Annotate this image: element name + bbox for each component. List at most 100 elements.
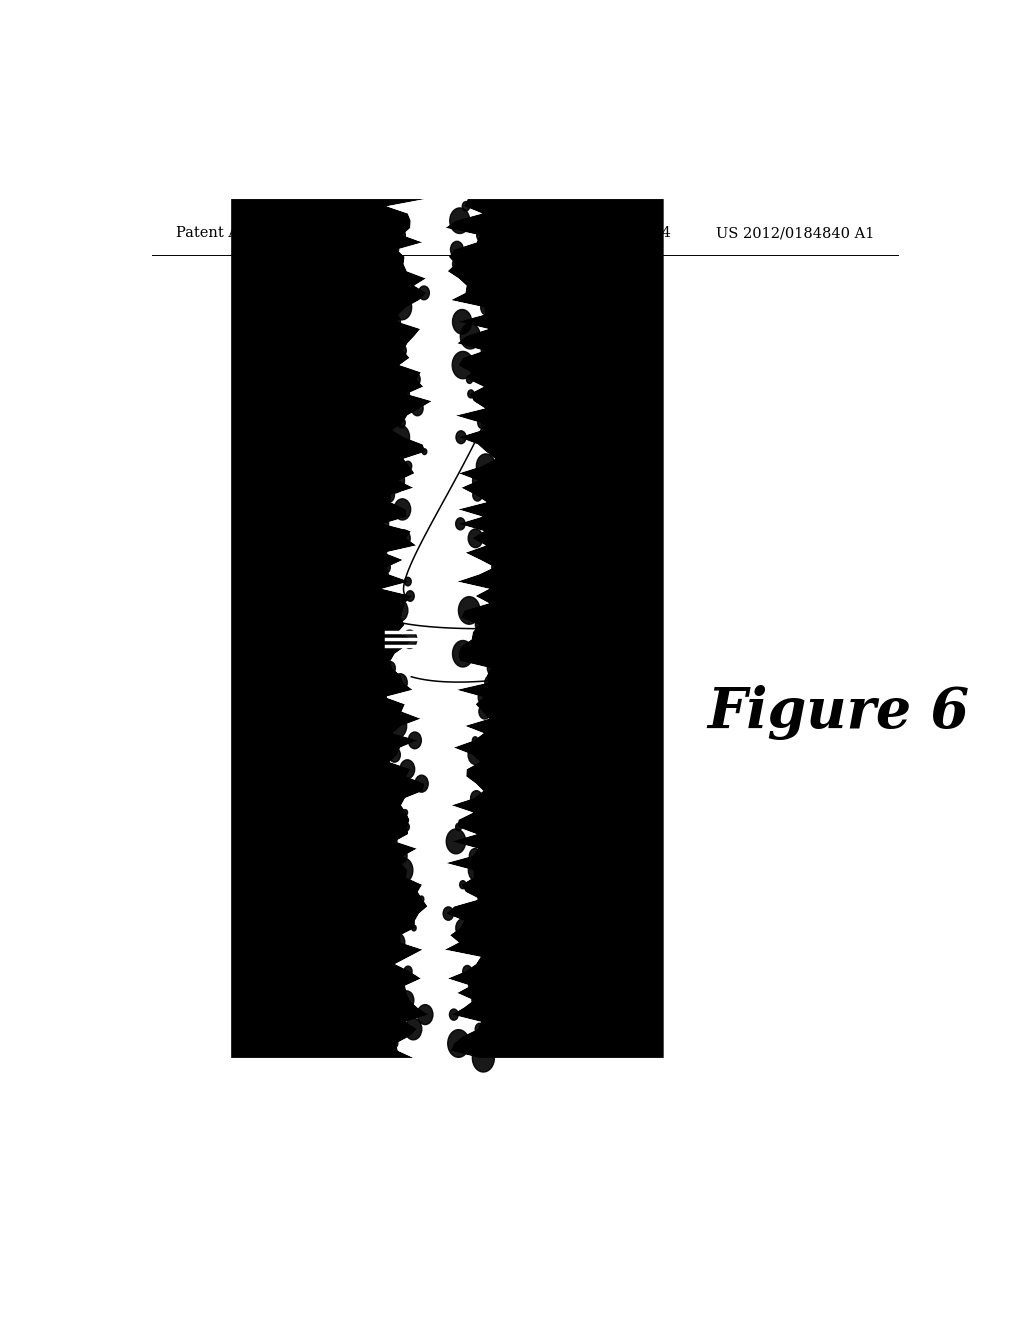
Circle shape [450, 1008, 458, 1020]
Circle shape [456, 919, 470, 937]
Circle shape [451, 242, 464, 257]
Circle shape [393, 858, 413, 883]
Circle shape [406, 591, 415, 602]
Circle shape [472, 737, 478, 744]
Circle shape [492, 561, 501, 573]
Circle shape [388, 714, 407, 738]
Circle shape [399, 991, 414, 1010]
Circle shape [478, 417, 487, 429]
Circle shape [404, 577, 412, 586]
Circle shape [383, 487, 394, 503]
Circle shape [412, 401, 423, 416]
Circle shape [484, 676, 496, 690]
Circle shape [395, 228, 406, 242]
Circle shape [487, 661, 499, 676]
Circle shape [471, 791, 482, 805]
Circle shape [418, 1005, 433, 1024]
Text: 61: 61 [541, 279, 560, 293]
Circle shape [419, 286, 429, 300]
Circle shape [390, 837, 397, 846]
Circle shape [447, 1030, 469, 1057]
Circle shape [397, 529, 411, 546]
Circle shape [473, 469, 492, 492]
Circle shape [478, 895, 483, 903]
Circle shape [473, 488, 482, 502]
Circle shape [476, 454, 496, 478]
Circle shape [443, 907, 454, 920]
Text: Figure 6: Figure 6 [708, 685, 970, 739]
Polygon shape [231, 199, 432, 1057]
Circle shape [472, 1044, 495, 1072]
Circle shape [468, 744, 483, 764]
Text: US 2012/0184840 A1: US 2012/0184840 A1 [716, 226, 873, 240]
Circle shape [400, 760, 415, 779]
Circle shape [463, 965, 472, 977]
Circle shape [370, 512, 389, 536]
Circle shape [468, 529, 482, 548]
Circle shape [403, 822, 410, 832]
Circle shape [453, 640, 473, 667]
Circle shape [404, 966, 412, 977]
Circle shape [481, 345, 490, 356]
Circle shape [404, 1018, 422, 1040]
Text: 62: 62 [578, 643, 597, 657]
Circle shape [403, 809, 408, 816]
Circle shape [412, 925, 416, 931]
Text: Patent Application Publication: Patent Application Publication [176, 226, 401, 240]
Circle shape [400, 388, 410, 400]
Circle shape [450, 209, 470, 234]
Circle shape [385, 661, 395, 675]
Circle shape [456, 517, 465, 529]
Circle shape [453, 259, 461, 269]
Circle shape [392, 294, 412, 319]
Circle shape [390, 933, 404, 952]
Circle shape [469, 982, 475, 990]
Circle shape [453, 351, 473, 379]
Circle shape [453, 309, 472, 334]
Polygon shape [382, 199, 496, 1057]
Circle shape [469, 849, 481, 863]
Circle shape [394, 499, 411, 520]
Circle shape [380, 561, 390, 574]
Circle shape [475, 1023, 484, 1035]
Circle shape [402, 630, 417, 648]
Circle shape [409, 372, 420, 387]
Circle shape [467, 376, 473, 383]
Circle shape [456, 430, 466, 444]
Circle shape [409, 733, 421, 748]
Circle shape [480, 300, 493, 315]
Circle shape [468, 859, 485, 882]
Circle shape [415, 775, 428, 792]
Circle shape [478, 686, 495, 708]
Circle shape [476, 228, 486, 242]
Circle shape [468, 389, 474, 397]
Circle shape [385, 469, 404, 492]
Circle shape [446, 829, 466, 854]
Circle shape [422, 449, 427, 454]
Circle shape [460, 880, 466, 888]
Circle shape [475, 618, 486, 632]
Circle shape [379, 548, 387, 557]
Polygon shape [444, 199, 664, 1057]
Circle shape [396, 849, 408, 863]
Circle shape [392, 246, 398, 253]
Circle shape [459, 597, 480, 624]
Circle shape [391, 315, 400, 327]
Circle shape [462, 202, 470, 211]
Circle shape [390, 599, 408, 622]
Circle shape [390, 425, 410, 450]
Circle shape [392, 1040, 398, 1047]
Circle shape [393, 673, 408, 692]
Circle shape [382, 694, 386, 700]
Circle shape [396, 345, 407, 358]
Circle shape [389, 747, 400, 762]
Circle shape [461, 323, 480, 348]
Circle shape [404, 461, 412, 471]
Circle shape [472, 997, 478, 1005]
Circle shape [419, 896, 424, 903]
Text: Jul. 19, 2012  Sheet 6 of 14: Jul. 19, 2012 Sheet 6 of 14 [469, 226, 671, 240]
Circle shape [397, 418, 406, 428]
Text: 61a: 61a [564, 612, 593, 627]
Circle shape [479, 704, 490, 719]
Circle shape [456, 824, 462, 830]
